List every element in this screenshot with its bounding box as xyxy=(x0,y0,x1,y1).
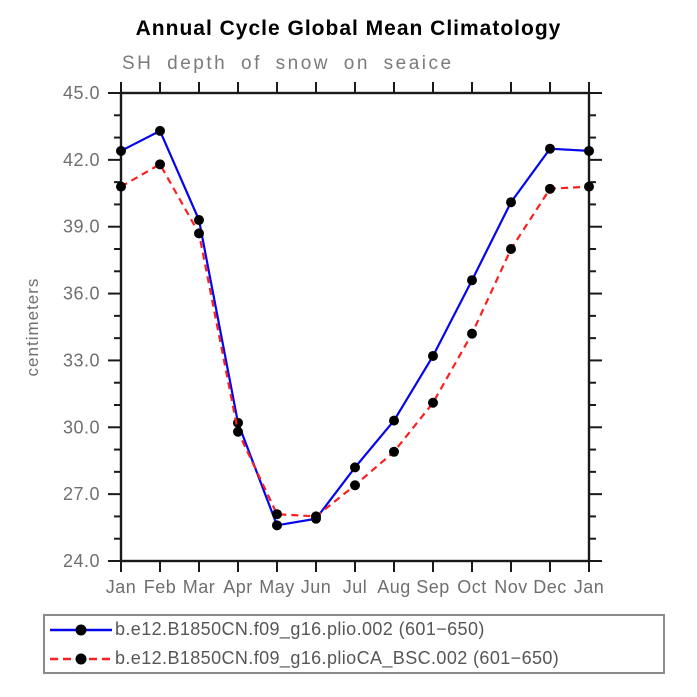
data-point xyxy=(311,511,321,522)
data-point xyxy=(467,275,477,286)
data-point xyxy=(584,181,594,192)
data-point xyxy=(272,520,282,531)
svg-text:42.0: 42.0 xyxy=(63,150,100,170)
y-axis-title: centimeters xyxy=(23,278,42,377)
chart-subtitle: SH depth of snow on seaice xyxy=(122,53,454,74)
axis-ticks xyxy=(108,82,602,572)
svg-text:30.0: 30.0 xyxy=(63,417,100,437)
svg-text:May: May xyxy=(259,577,295,597)
plot-frame xyxy=(119,91,591,563)
svg-text:Nov: Nov xyxy=(494,577,528,597)
data-point xyxy=(389,415,399,426)
legend-label: b.e12.B1850CN.f09_g16.plioCA_BSC.002 (60… xyxy=(115,648,560,668)
legend-label: b.e12.B1850CN.f09_g16.plio.002 (601−650) xyxy=(115,619,485,639)
series-0 xyxy=(116,125,594,531)
data-point xyxy=(194,215,204,226)
data-point xyxy=(350,480,360,491)
svg-text:39.0: 39.0 xyxy=(63,217,100,237)
data-point xyxy=(233,426,243,437)
svg-text:24.0: 24.0 xyxy=(63,551,100,571)
data-point xyxy=(155,159,165,170)
legend: b.e12.B1850CN.f09_g16.plio.002 (601−650)… xyxy=(43,614,665,674)
data-point xyxy=(545,183,555,194)
data-point xyxy=(155,125,165,136)
y-axis-tick-labels: 45.0 42.0 39.0 36.0 33.0 30.0 27.0 24.0 xyxy=(63,83,100,571)
legend-line-solid-icon xyxy=(50,624,112,635)
svg-text:Dec: Dec xyxy=(533,577,567,597)
svg-text:27.0: 27.0 xyxy=(63,484,100,504)
svg-text:Sep: Sep xyxy=(416,577,450,597)
data-point xyxy=(545,143,555,154)
svg-text:Oct: Oct xyxy=(457,577,487,597)
svg-text:Aug: Aug xyxy=(377,577,411,597)
svg-text:Feb: Feb xyxy=(144,577,177,597)
data-point xyxy=(116,145,126,156)
data-point xyxy=(584,145,594,156)
data-point xyxy=(506,197,516,208)
marker-dot-icon xyxy=(75,653,87,664)
data-point xyxy=(194,228,204,239)
svg-text:Jun: Jun xyxy=(301,577,332,597)
svg-text:33.0: 33.0 xyxy=(63,350,100,370)
svg-text:Jan: Jan xyxy=(106,577,137,597)
svg-text:Jan: Jan xyxy=(574,577,605,597)
data-point xyxy=(389,446,399,457)
svg-text:45.0: 45.0 xyxy=(63,83,100,103)
x-axis-tick-labels: Jan Feb Mar Apr May Jun Jul Aug Sep Oct Nov Dec Jan xyxy=(106,577,605,597)
data-point xyxy=(350,462,360,473)
data-point xyxy=(428,350,438,361)
chart-title: Annual Cycle Global Mean Climatology xyxy=(135,17,562,40)
data-point xyxy=(428,397,438,408)
data-point xyxy=(506,244,516,254)
svg-text:Jul: Jul xyxy=(343,577,368,597)
marker-dot-icon xyxy=(75,624,87,635)
data-point xyxy=(272,509,282,520)
data-point xyxy=(467,328,477,339)
legend-line-dashed-icon xyxy=(50,653,112,664)
series-1 xyxy=(116,159,594,522)
svg-text:36.0: 36.0 xyxy=(63,284,100,304)
data-point xyxy=(116,181,126,192)
svg-text:Mar: Mar xyxy=(183,577,216,597)
legend-item: b.e12.B1850CN.f09_g16.plioCA_BSC.002 (60… xyxy=(48,646,663,672)
legend-item: b.e12.B1850CN.f09_g16.plio.002 (601−650) xyxy=(48,617,663,643)
svg-text:Apr: Apr xyxy=(223,577,253,597)
